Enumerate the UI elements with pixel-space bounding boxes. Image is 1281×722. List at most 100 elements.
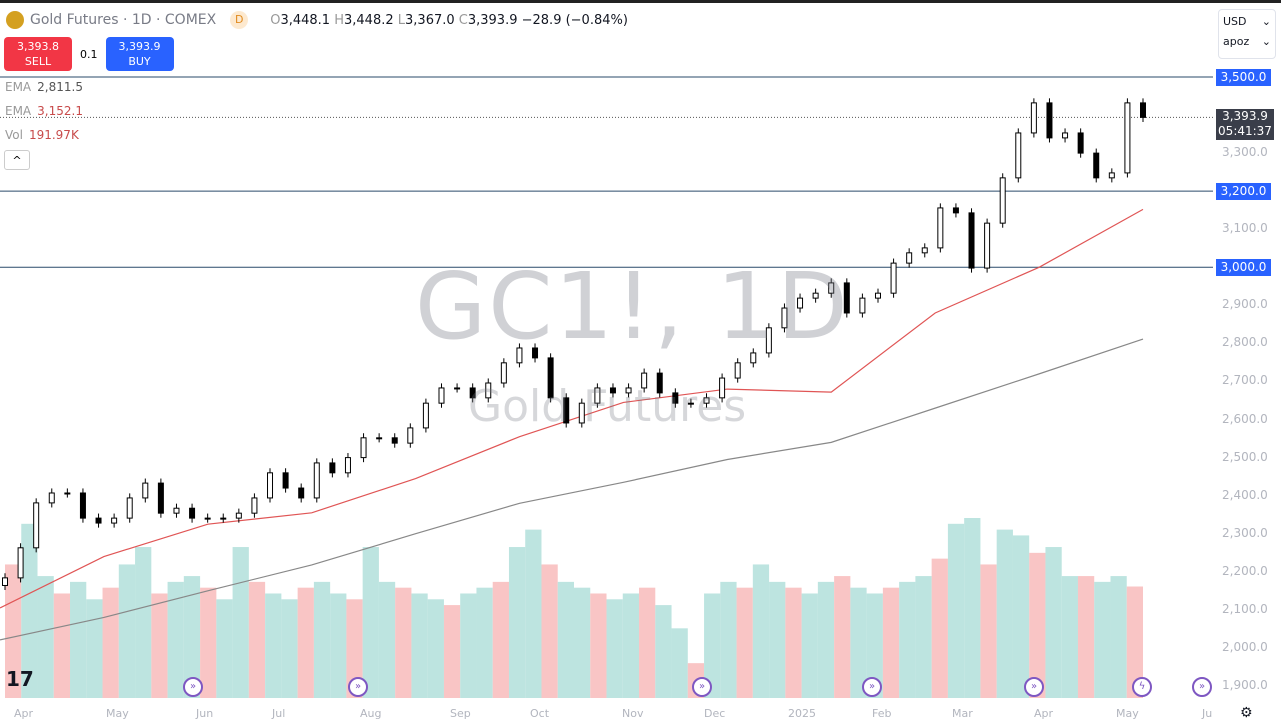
dividend-event-icon[interactable]: » (862, 677, 882, 697)
current-price-tag: 3,393.9 05:41:37 (1216, 109, 1274, 140)
candle-body (687, 402, 694, 405)
buy-button[interactable]: 3,393.9 BUY (105, 37, 174, 71)
legend-volume[interactable]: Vol 191.97K (5, 128, 79, 142)
symbol-title[interactable]: Gold Futures · 1D · COMEX (30, 12, 217, 28)
candle-body (625, 387, 632, 394)
candle-body (906, 252, 913, 264)
high-label: H (334, 12, 344, 28)
candle-body (344, 457, 351, 474)
chevron-down-icon: ⌄ (1261, 35, 1271, 48)
buy-label: BUY (128, 55, 151, 68)
vol-value: 191.97K (28, 128, 79, 142)
candle-body (578, 402, 585, 424)
candle-body (719, 377, 726, 399)
unit-value: apoz (1223, 35, 1250, 48)
candle-body (469, 387, 476, 399)
ohlc-values: O3,448.1 H3,448.2 L3,367.0 C3,393.9 −28.… (270, 13, 628, 28)
y-tick-label: 2,600.0 (1222, 411, 1268, 426)
x-tick-label: Jun (196, 707, 214, 720)
low-value: 3,367.0 (405, 12, 455, 28)
volume-bar (947, 523, 965, 698)
volume-bar (1110, 576, 1127, 698)
volume-bar (427, 599, 444, 698)
candle-body (1015, 132, 1022, 179)
volume-bar (21, 523, 38, 698)
candle-body (532, 347, 539, 359)
volume-bar (915, 576, 932, 698)
volume-bar (216, 599, 233, 698)
candle-body (1108, 172, 1115, 179)
volume-bar (5, 564, 22, 698)
open-label: O (270, 12, 281, 28)
x-tick-label: Aug (360, 707, 382, 720)
dividend-event-icon[interactable]: » (1192, 677, 1212, 697)
volume-bar (395, 587, 412, 698)
spread: 0.1 (80, 47, 98, 61)
collapse-legend-button[interactable]: ^ (4, 150, 30, 170)
x-tick-label: 2025 (788, 707, 816, 720)
candle-body (874, 292, 881, 299)
dividend-event-icon[interactable]: » (348, 677, 368, 697)
level-price-tag: 3,500.0 (1216, 69, 1271, 86)
volume-bar (265, 593, 282, 698)
sell-button[interactable]: 3,393.8 SELL (4, 37, 72, 71)
unit-select[interactable]: apoz ⌄ (1223, 35, 1271, 55)
candle-body (516, 347, 523, 364)
candle-body (189, 507, 196, 519)
volume-bar (135, 547, 152, 698)
volume-bar (622, 593, 640, 698)
candle-body (609, 387, 616, 394)
price-chart[interactable] (0, 3, 1213, 703)
volume-bar (183, 576, 201, 698)
candle-body (235, 512, 242, 519)
tradingview-logo[interactable]: 17 (6, 667, 34, 691)
x-tick-label: Sep (450, 707, 471, 720)
candle-body (828, 282, 835, 294)
volume-bar (1061, 576, 1078, 698)
volume-bar (996, 529, 1013, 698)
dividend-event-icon[interactable]: » (692, 677, 712, 697)
y-tick-label: 2,000.0 (1222, 639, 1268, 654)
legend-ema-fast[interactable]: EMA 3,152.1 (5, 104, 83, 118)
bar-countdown: 05:41:37 (1218, 124, 1272, 138)
volume-bar (53, 593, 71, 698)
x-tick-label: May (106, 707, 129, 720)
candle-body (1124, 102, 1131, 174)
volume-bar (541, 564, 558, 698)
dividend-event-icon[interactable]: » (183, 677, 203, 697)
dividend-event-icon[interactable]: » (1024, 677, 1044, 697)
candle-body (407, 427, 414, 444)
candle-body (703, 397, 710, 404)
ema-value: 2,811.5 (37, 80, 83, 94)
volume-bar (590, 593, 607, 698)
ema-label: EMA (5, 80, 32, 94)
currency-select[interactable]: USD ⌄ (1223, 15, 1271, 35)
legend-ema-slow[interactable]: EMA 2,811.5 (5, 80, 83, 94)
candle-body (594, 387, 601, 404)
y-tick-label: 2,300.0 (1222, 525, 1268, 540)
volume-bar (346, 599, 363, 698)
ema-slow-line (0, 338, 1144, 641)
volume-bar (866, 593, 883, 698)
settings-gear-icon[interactable]: ⚙ (1240, 705, 1253, 721)
candle-body (984, 222, 991, 269)
x-tick-label: Jul (272, 707, 286, 720)
volume-bar (606, 599, 623, 698)
candle-body (391, 437, 398, 444)
x-tick-label: Dec (704, 707, 726, 720)
volume-bar (655, 605, 672, 698)
earnings-event-icon[interactable]: ϟ (1132, 677, 1152, 697)
candle-body (1030, 102, 1037, 134)
y-tick-label: 2,200.0 (1222, 563, 1268, 578)
volume-bar (817, 581, 835, 698)
candle-body (267, 472, 274, 499)
unit-selectors: USD ⌄ apoz ⌄ (1218, 9, 1276, 59)
chevron-down-icon: ⌄ (1261, 15, 1271, 28)
volume-bar (720, 581, 737, 698)
volume-bar (1029, 552, 1046, 698)
candle-body (17, 547, 24, 579)
ema-value: 3,152.1 (37, 104, 83, 118)
y-tick-label: 3,300.0 (1222, 145, 1268, 160)
candle-body (173, 507, 180, 514)
volume-bar (801, 593, 818, 698)
